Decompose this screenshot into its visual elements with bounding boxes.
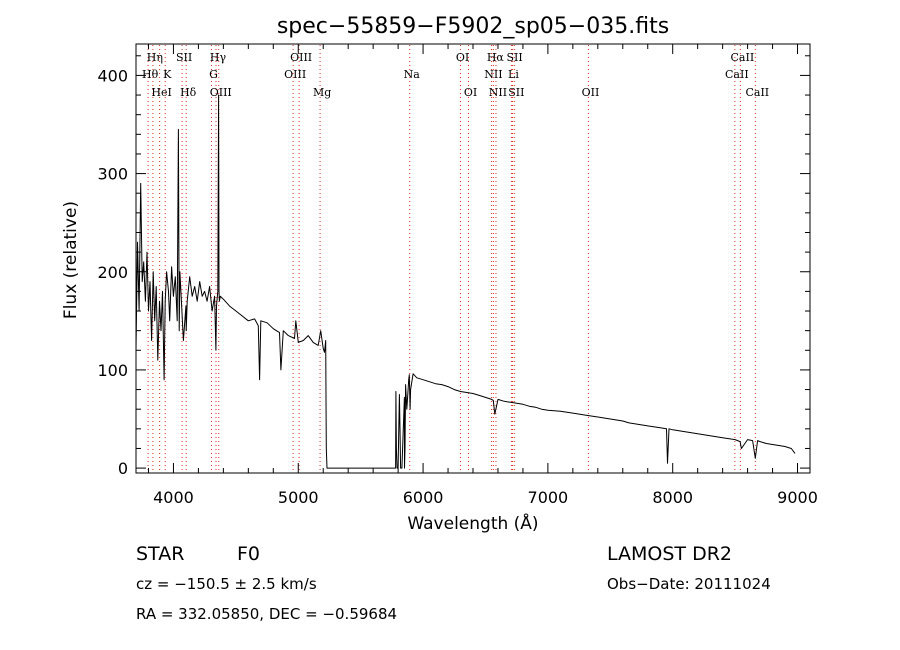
spectral-line-markers bbox=[147, 45, 756, 472]
marker-label: OIII bbox=[290, 51, 312, 64]
marker-label: K bbox=[163, 68, 172, 81]
marker-label: OII bbox=[582, 86, 600, 99]
velocity-readout: cz = −150.5 ± 2.5 km/s bbox=[136, 575, 317, 593]
y-tick-label: 400 bbox=[97, 66, 128, 85]
marker-label: SII bbox=[176, 51, 192, 64]
spectrum-series-line bbox=[135, 94, 796, 469]
marker-label: Hθ bbox=[142, 68, 159, 81]
marker-label: CaII bbox=[731, 51, 755, 64]
spectral-line-labels: Hη Hθ K HeI SII Hδ Hγ G OIII OIII OIII Mg Na OI OI Hα NI… bbox=[142, 51, 769, 99]
marker-label: SII bbox=[508, 86, 524, 99]
marker-label: Hα bbox=[487, 51, 505, 64]
marker-label: OIII bbox=[284, 68, 306, 81]
marker-label: NII bbox=[489, 86, 507, 99]
y-axis-label: Flux (relative) bbox=[61, 201, 81, 319]
x-tick-label: 4000 bbox=[153, 488, 194, 507]
marker-label: G bbox=[209, 68, 218, 81]
survey-name: LAMOST DR2 bbox=[607, 543, 732, 565]
axis-ticks bbox=[136, 44, 810, 473]
x-tick-labels: 4000 5000 6000 7000 8000 9000 bbox=[153, 488, 818, 507]
marker-label: CaII bbox=[745, 86, 769, 99]
y-tick-label: 200 bbox=[97, 263, 128, 282]
obs-date: Obs−Date: 20111024 bbox=[607, 575, 771, 593]
x-tick-label: 7000 bbox=[528, 488, 569, 507]
marker-label: Na bbox=[404, 68, 421, 81]
marker-label: Hη bbox=[147, 51, 163, 64]
marker-label: NII bbox=[484, 68, 502, 81]
chart-title: spec−55859−F5902_sp05−035.fits bbox=[277, 14, 669, 39]
marker-label: OI bbox=[456, 51, 469, 64]
x-tick-label: 6000 bbox=[403, 488, 444, 507]
marker-label: OI bbox=[464, 86, 477, 99]
x-tick-label: 5000 bbox=[278, 488, 319, 507]
object-class: STAR bbox=[136, 543, 185, 565]
y-tick-labels: 0 100 200 300 400 bbox=[97, 66, 128, 478]
x-tick-label: 9000 bbox=[777, 488, 818, 507]
y-tick-label: 0 bbox=[118, 459, 128, 478]
series-group bbox=[135, 94, 796, 469]
marker-label: HeI bbox=[151, 86, 171, 99]
marker-label: SII bbox=[506, 51, 522, 64]
x-tick-label: 8000 bbox=[652, 488, 693, 507]
y-tick-label: 100 bbox=[97, 361, 128, 380]
marker-label: CaII bbox=[725, 68, 749, 81]
coordinates: RA = 332.05850, DEC = −0.59684 bbox=[136, 605, 398, 623]
spectral-subclass: F0 bbox=[237, 543, 261, 565]
x-axis-label: Wavelength (Å) bbox=[407, 512, 538, 534]
marker-label: OIII bbox=[210, 86, 232, 99]
plot-frame bbox=[135, 43, 811, 474]
marker-label: Li bbox=[508, 68, 519, 81]
y-tick-label: 300 bbox=[97, 165, 128, 184]
marker-label: Hδ bbox=[180, 86, 197, 99]
marker-label: Mg bbox=[313, 86, 331, 99]
marker-label: Hγ bbox=[210, 51, 227, 64]
